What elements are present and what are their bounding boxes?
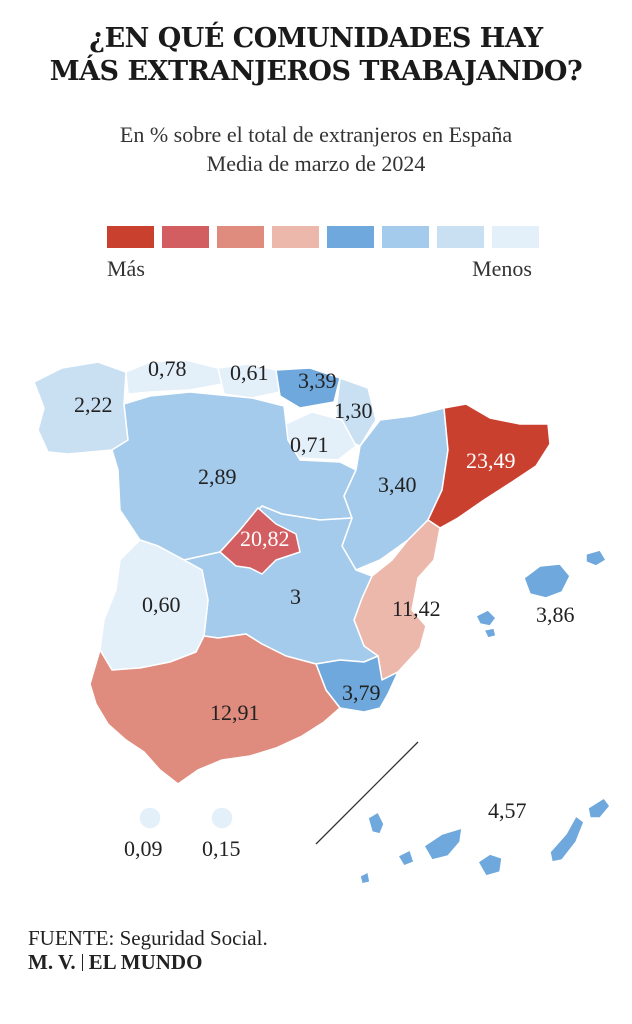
subtitle: En % sobre el total de extranjeros en Es… [0, 120, 632, 178]
label-comunidad-valenciana: 11,42 [392, 596, 441, 621]
canarias-divider [315, 741, 419, 845]
label-melilla: 0,15 [202, 836, 241, 861]
title-line-2: MÁS EXTRANJEROS TRABAJANDO? [49, 56, 583, 87]
legend-swatch-7 [437, 226, 484, 248]
credit-line: M. V. EL MUNDO [28, 950, 268, 974]
label-aragon: 3,40 [378, 472, 417, 497]
label-andalucia: 12,91 [210, 700, 260, 725]
region-canarias [359, 797, 611, 885]
legend-swatch-1 [107, 226, 154, 248]
source-label: FUENTE: [28, 926, 115, 950]
chart-title: ¿EN QUÉ COMUNIDADES HAY MÁS EXTRANJEROS … [0, 22, 632, 88]
region-islas-baleares [475, 549, 607, 639]
legend-swatch-2 [162, 226, 209, 248]
label-extremadura: 0,60 [142, 592, 181, 617]
region-melilla [210, 806, 234, 830]
color-legend [107, 226, 539, 248]
legend-less-label: Menos [472, 256, 532, 281]
label-murcia: 3,79 [342, 680, 381, 705]
subtitle-line-1: En % sobre el total de extranjeros en Es… [119, 122, 513, 147]
legend-swatch-5 [327, 226, 374, 248]
subtitle-line-2: Media de marzo de 2024 [206, 151, 426, 176]
source-line: FUENTE: Seguridad Social. [28, 926, 268, 950]
label-galicia: 2,22 [74, 392, 113, 417]
legend-swatch-3 [217, 226, 264, 248]
legend-more-label: Más [107, 256, 145, 281]
label-cataluna: 23,49 [466, 448, 516, 473]
label-la-rioja: 0,71 [290, 432, 329, 457]
label-canarias: 4,57 [488, 798, 527, 823]
legend-swatch-4 [272, 226, 319, 248]
credit-outlet: EL MUNDO [88, 950, 203, 974]
label-ceuta: 0,09 [124, 836, 163, 861]
label-pais-vasco: 3,39 [298, 368, 337, 393]
credit-author: M. V. [28, 950, 76, 974]
title-line-1: ¿EN QUÉ COMUNIDADES HAY [89, 23, 543, 54]
value-labels: 2,22 0,78 0,61 3,39 1,30 0,71 2,89 3,40 … [74, 356, 575, 861]
region-cataluna [427, 403, 551, 529]
label-castilla-la-mancha: 3 [290, 584, 301, 609]
footer: FUENTE: Seguridad Social. M. V. EL MUNDO [28, 926, 268, 974]
label-asturias: 0,78 [148, 356, 187, 381]
label-castilla-leon: 2,89 [198, 464, 237, 489]
source-text: Seguridad Social. [119, 926, 268, 950]
legend-swatch-8 [492, 226, 539, 248]
label-madrid: 20,82 [240, 526, 290, 551]
label-islas-baleares: 3,86 [536, 602, 575, 627]
label-cantabria: 0,61 [230, 360, 269, 385]
region-ceuta [138, 806, 162, 830]
region-andalucia [89, 633, 341, 785]
region-pais-vasco [275, 367, 341, 409]
credit-separator [81, 954, 83, 971]
legend-swatch-6 [382, 226, 429, 248]
label-navarra: 1,30 [334, 398, 373, 423]
region-madrid [219, 507, 301, 575]
